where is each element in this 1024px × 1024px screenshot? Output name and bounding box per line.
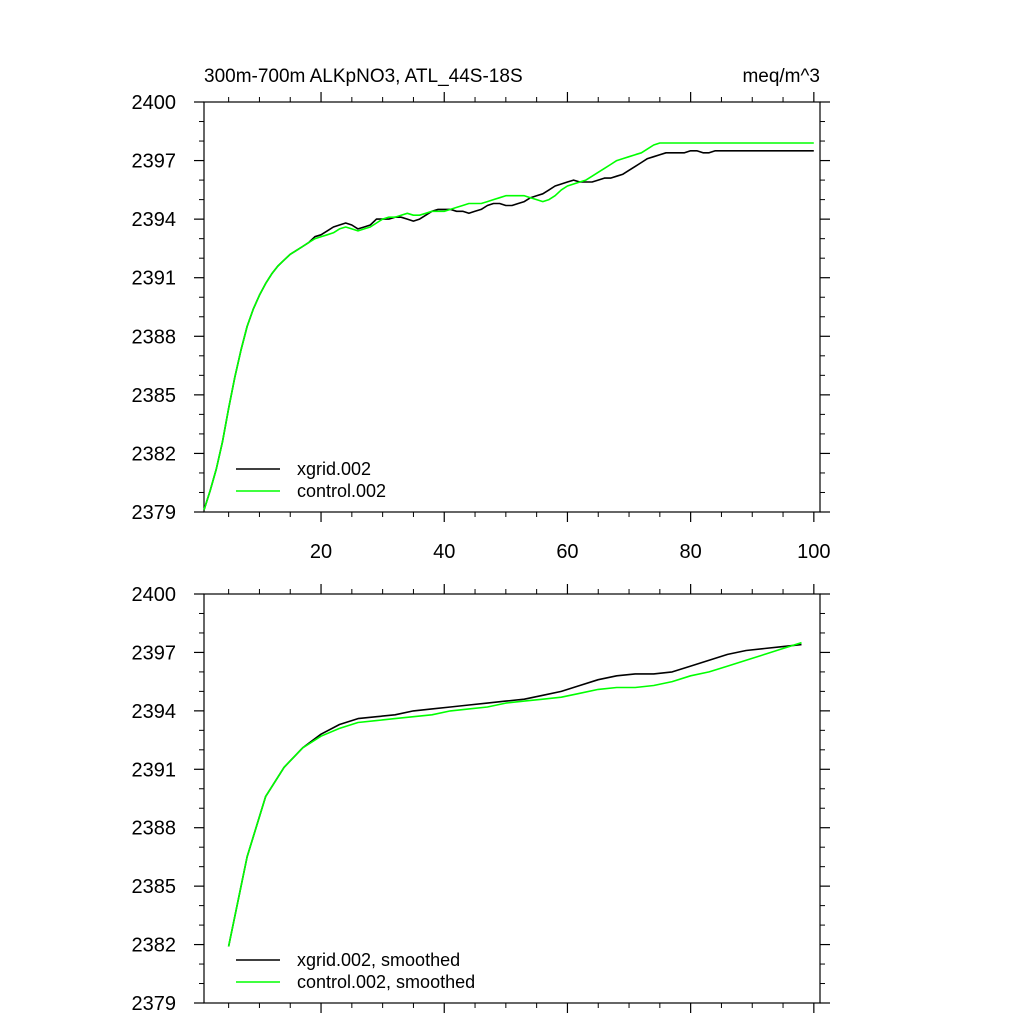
plot-frame [203,101,821,513]
y-tick-label: 2379 [132,993,177,1015]
y-tick-label: 2388 [132,326,177,348]
y-tick-label: 2400 [132,584,177,606]
y-tick-label: 2385 [132,876,177,898]
y-tick-label: 2394 [132,701,177,723]
y-tick-label: 2388 [132,818,177,840]
legend-label: xgrid.002, smoothed [297,950,460,970]
x-tick-label: 20 [310,541,332,563]
y-tick-label: 2391 [132,268,177,290]
x-tick-label: 40 [433,541,455,563]
x-tick-label: 60 [556,541,578,563]
series-line [203,142,814,511]
legend-label: xgrid.002 [297,459,371,479]
legend-label: control.002, smoothed [297,972,475,992]
x-tick-label: 80 [680,541,702,563]
series-line [203,150,814,511]
x-tick-label: 100 [797,541,830,563]
units-label: meq/m^3 [742,66,820,87]
top-panel: 20 40 60 80 100 2379 2382 2385 2388 2391 2394 2397 2… [132,92,831,563]
y-tick-label: 2382 [132,935,177,957]
y-tick-label: 2397 [132,642,177,664]
y-tick-label: 2385 [132,385,177,407]
chart-title: 300m-700m ALKpNO3, ATL_44S-18S [204,66,523,87]
series-line [227,643,802,947]
bottom-panel: 2379 2382 2385 2388 2391 2394 2397 2400 xgrid.00… [132,584,830,1015]
legend-label: control.002 [297,481,386,501]
series-line [227,641,802,947]
plot-frame [203,593,821,1004]
y-tick-label: 2397 [132,151,177,173]
y-tick-label: 2394 [132,209,177,231]
y-tick-label: 2382 [132,443,177,465]
y-tick-label: 2400 [132,92,177,114]
y-tick-label: 2379 [132,502,177,524]
y-tick-label: 2391 [132,759,177,781]
